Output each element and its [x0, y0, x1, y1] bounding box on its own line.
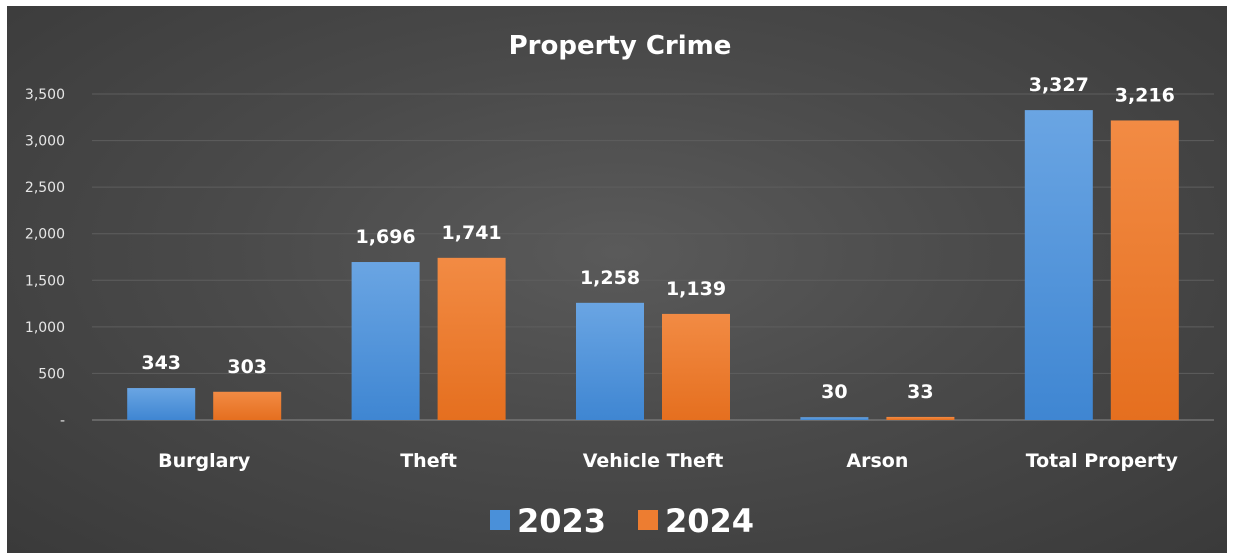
data-labels: 343 303 1,696 1,741 1,258 1,139 30 33 3,327 3,216: [141, 74, 1174, 403]
data-label: 3,216: [1115, 84, 1175, 106]
chart-area: Property Crime - 500 1,000 1,500 2,000 2,500 3…: [7, 6, 1227, 553]
y-tick-label: 1,500: [25, 273, 65, 289]
x-axis-tick-labels: Burglary Theft Vehicle Theft Arson Total Pro…: [158, 450, 1178, 472]
x-tick-label: Vehicle Theft: [583, 450, 724, 472]
bar-2024-vehicle-theft: [662, 313, 730, 420]
data-label: 303: [227, 356, 267, 378]
data-label: 343: [141, 352, 181, 374]
legend: 2023 2024: [490, 502, 754, 540]
x-tick-label: Theft: [400, 450, 457, 472]
data-label: 1,741: [442, 222, 502, 244]
x-tick-label: Arson: [846, 450, 908, 472]
data-label: 30: [821, 381, 847, 403]
bar-2024-arson: [886, 416, 955, 420]
legend-label-2024: 2024: [665, 502, 754, 540]
legend-label-2023: 2023: [517, 502, 606, 540]
chart-title: Property Crime: [509, 31, 732, 61]
legend-swatch-2023: [490, 510, 510, 530]
data-label: 3,327: [1029, 74, 1089, 96]
x-tick-label: Total Property: [1026, 450, 1179, 472]
data-label: 1,696: [356, 226, 416, 248]
data-label: 1,139: [666, 278, 726, 300]
y-tick-label: 3,500: [25, 87, 65, 103]
bars: [127, 110, 1179, 421]
bar-2023-vehicle-theft: [576, 302, 644, 420]
y-tick-label: 500: [38, 366, 65, 382]
bar-2023-theft: [351, 262, 420, 420]
y-axis-tick-labels: - 500 1,000 1,500 2,000 2,500 3,000 3,500: [25, 87, 65, 429]
y-tick-label: 2,000: [25, 227, 65, 243]
y-tick-label: -: [60, 413, 65, 429]
bar-2024-total-property: [1110, 120, 1179, 420]
y-tick-label: 1,000: [25, 320, 65, 336]
bar-2024-theft: [437, 257, 506, 420]
bar-2023-arson: [800, 417, 869, 420]
data-label: 33: [907, 381, 933, 403]
y-tick-label: 3,000: [25, 134, 65, 150]
data-label: 1,258: [580, 267, 640, 289]
legend-swatch-2024: [638, 510, 658, 530]
x-tick-label: Burglary: [158, 450, 251, 472]
bar-2023-total-property: [1024, 110, 1093, 421]
gridlines: [92, 93, 1214, 421]
bar-chart: Property Crime - 500 1,000 1,500 2,000 2,500 3…: [25, 31, 1214, 540]
bar-2024-burglary: [213, 391, 282, 420]
y-tick-label: 2,500: [25, 180, 65, 196]
bar-2023-burglary: [127, 388, 196, 420]
